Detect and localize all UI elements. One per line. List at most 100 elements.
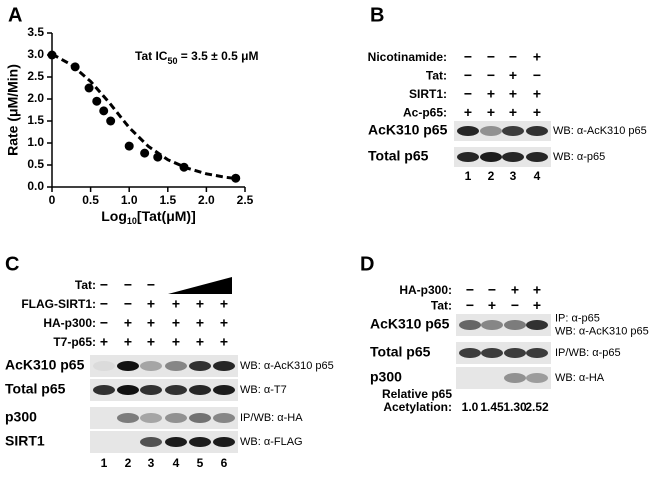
- blot-label: AcK310 p65: [5, 357, 85, 373]
- wb-label: WB: α-FLAG: [240, 436, 303, 448]
- condition-sign: +: [487, 104, 495, 120]
- condition-sign: +: [509, 86, 517, 102]
- condition-sign: −: [487, 49, 495, 65]
- blot-band: [526, 126, 548, 136]
- subscript: 10: [127, 216, 137, 226]
- condition-sign: +: [487, 86, 495, 102]
- blot-band: [140, 385, 162, 395]
- condition-label: HA-p300:: [399, 283, 452, 297]
- blot-strip: [456, 342, 551, 364]
- condition-label: Nicotinamide:: [368, 50, 447, 64]
- blot-band: [526, 373, 548, 383]
- condition-sign: +: [147, 334, 155, 350]
- wb-label: WB: α-p65: [553, 151, 605, 163]
- wb-label: WB: α-AcK310 p65: [240, 360, 334, 372]
- condition-sign: −: [100, 277, 108, 293]
- data-point: [153, 152, 163, 162]
- condition-label: FLAG-SIRT1:: [21, 297, 96, 311]
- condition-sign: +: [533, 104, 541, 120]
- data-point: [179, 162, 189, 172]
- blot-band: [165, 413, 187, 423]
- wb-label: WB: α-T7: [240, 384, 287, 396]
- text-part: = 3.5 ± 0.5 μM: [177, 49, 258, 63]
- blot-label: SIRT1: [5, 433, 45, 449]
- blot-band: [117, 385, 139, 395]
- blot-strip: [456, 367, 551, 389]
- condition-label: Ac-p65:: [403, 106, 447, 120]
- blot-band: [480, 152, 502, 162]
- blot-band: [526, 320, 548, 330]
- y-tick-label: 3.0: [27, 47, 44, 61]
- condition-sign: +: [533, 86, 541, 102]
- text-part: Tat IC: [135, 49, 168, 63]
- blot-strip: [90, 379, 238, 401]
- blot-band: [165, 385, 187, 395]
- blot-band: [213, 361, 235, 371]
- condition-sign: +: [533, 282, 541, 298]
- blot-band: [165, 361, 187, 371]
- blot-band: [502, 126, 524, 136]
- condition-sign: −: [100, 315, 108, 331]
- condition-sign: −: [147, 277, 155, 293]
- blot-band: [457, 152, 479, 162]
- condition-sign: −: [466, 297, 474, 313]
- condition-sign: +: [172, 315, 180, 331]
- lane-number: 3: [148, 456, 155, 470]
- blot-label: AcK310 p65: [368, 122, 448, 138]
- blot-band: [140, 413, 162, 423]
- wb-label: IP/WB: α-HA: [240, 412, 303, 424]
- blot-band: [189, 361, 211, 371]
- lane-number: 1: [465, 169, 472, 183]
- condition-label: Tat:: [426, 69, 447, 83]
- y-tick-label: 3.5: [27, 25, 44, 39]
- data-point: [99, 106, 109, 116]
- data-point: [124, 141, 134, 151]
- data-point: [84, 83, 94, 93]
- condition-sign: −: [488, 282, 496, 298]
- lane-number: 2: [125, 456, 132, 470]
- condition-sign: +: [533, 49, 541, 65]
- x-tick-label: 2.5: [237, 193, 254, 207]
- condition-sign: −: [509, 49, 517, 65]
- panel-letter: A: [8, 4, 22, 26]
- data-point: [92, 96, 102, 106]
- blot-band: [481, 348, 503, 358]
- condition-sign: +: [124, 334, 132, 350]
- blot-band: [502, 152, 524, 162]
- x-tick-label: 1.0: [121, 193, 138, 207]
- data-point: [106, 116, 116, 126]
- condition-sign: +: [100, 334, 108, 350]
- condition-sign: +: [147, 296, 155, 312]
- condition-sign: −: [464, 67, 472, 83]
- x-tick-label: 1.5: [159, 193, 176, 207]
- blot-label: p300: [5, 409, 37, 425]
- condition-sign: +: [196, 315, 204, 331]
- blot-band: [189, 437, 211, 447]
- lane-number: 6: [221, 456, 228, 470]
- lane-number: 4: [534, 169, 541, 183]
- data-point: [47, 50, 57, 60]
- panel-letter: B: [370, 4, 384, 26]
- blot-label: p300: [370, 369, 402, 385]
- blot-label: Total p65: [370, 344, 431, 360]
- blot-band: [459, 348, 481, 358]
- data-point: [140, 148, 150, 158]
- condition-sign: +: [172, 296, 180, 312]
- condition-label: Tat:: [431, 299, 452, 313]
- condition-sign: −: [466, 282, 474, 298]
- wb-label: WB: α-HA: [555, 372, 605, 384]
- blot-band: [213, 385, 235, 395]
- footer-label: Acetylation:: [383, 400, 452, 414]
- blot-label: AcK310 p65: [370, 316, 450, 332]
- blot-band: [117, 413, 139, 423]
- lane-number: 2: [488, 169, 495, 183]
- blot-strip: [90, 431, 238, 453]
- acetylation-value: 1.45: [480, 400, 504, 414]
- blot-band: [117, 361, 139, 371]
- wb-label: IP: α-p65: [555, 312, 600, 324]
- condition-sign: +: [196, 334, 204, 350]
- lane-number: 1: [101, 456, 108, 470]
- condition-sign: +: [172, 334, 180, 350]
